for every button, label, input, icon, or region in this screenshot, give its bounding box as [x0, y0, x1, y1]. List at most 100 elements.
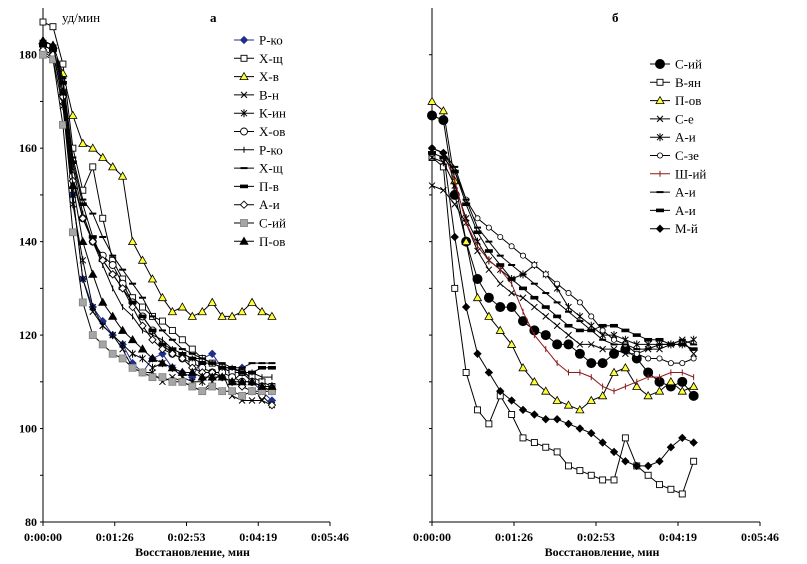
series-line — [431, 147, 694, 350]
data-point — [257, 381, 267, 390]
y-tick-label: 80 — [25, 515, 37, 529]
chart-panel-b: 0:00:00 0:01:26 0:02:53 0:04:19 0:05:46 Восст… — [413, 8, 779, 559]
data-point — [565, 331, 572, 339]
series-line — [42, 44, 273, 392]
data-point — [485, 224, 492, 231]
legend-label: С-ий — [675, 57, 702, 72]
data-point — [428, 151, 436, 155]
x-tick-label: 0:00:00 — [24, 530, 62, 544]
legend-marker — [655, 224, 665, 233]
legend-marker — [239, 236, 249, 245]
data-point — [129, 349, 136, 358]
data-point — [89, 303, 97, 312]
data-point — [598, 438, 607, 447]
data-point — [217, 372, 227, 381]
data-point — [148, 335, 157, 345]
data-point — [677, 376, 688, 387]
series-line — [42, 44, 273, 406]
data-point — [552, 415, 562, 424]
data-point — [207, 297, 217, 306]
data-point — [610, 323, 619, 328]
data-point — [530, 439, 538, 447]
data-point — [531, 261, 538, 268]
data-point — [267, 400, 277, 410]
data-point — [248, 397, 256, 404]
legend-item: В-н — [234, 87, 279, 102]
x-tick-label: 0:04:19 — [659, 530, 697, 544]
series-line — [42, 40, 272, 387]
data-point — [217, 311, 227, 320]
data-point — [678, 490, 686, 498]
x-tick-label: 0:05:46 — [741, 530, 779, 544]
series-line — [42, 49, 273, 401]
data-point — [690, 350, 697, 358]
data-point — [576, 312, 584, 321]
data-point — [178, 377, 187, 386]
data-point — [587, 471, 595, 479]
data-point — [621, 328, 630, 333]
series-8 — [428, 147, 698, 351]
data-point — [553, 322, 561, 330]
data-point — [588, 313, 595, 320]
data-point — [564, 419, 573, 429]
data-point — [228, 366, 237, 370]
data-point — [679, 360, 686, 367]
data-point — [118, 354, 127, 363]
data-point — [428, 182, 436, 189]
data-point — [58, 87, 68, 96]
series-9 — [39, 43, 276, 375]
data-point — [237, 377, 247, 386]
data-point — [506, 302, 517, 313]
data-point — [208, 361, 217, 365]
data-point — [218, 366, 227, 370]
legend-item: Ш-ий — [650, 166, 706, 181]
data-point — [237, 306, 247, 316]
data-point — [542, 313, 550, 320]
data-point — [484, 311, 494, 320]
data-point — [450, 169, 459, 174]
series-11 — [39, 50, 276, 400]
data-point — [678, 342, 687, 347]
series-10 — [427, 144, 698, 471]
data-point — [148, 373, 157, 382]
legend-item: Х-в — [234, 69, 279, 84]
series-2 — [428, 154, 698, 498]
legend-marker — [239, 200, 249, 209]
data-point — [483, 292, 494, 303]
data-point — [68, 110, 78, 119]
y-tick-label: 160 — [19, 141, 37, 155]
data-point — [48, 48, 57, 52]
data-point — [587, 429, 596, 438]
data-point — [88, 143, 98, 152]
data-point — [427, 96, 437, 105]
data-point — [99, 214, 107, 222]
data-point — [472, 274, 483, 285]
data-point — [497, 233, 504, 240]
data-point — [248, 387, 256, 396]
data-point — [118, 284, 127, 293]
data-point — [48, 40, 58, 49]
data-point — [597, 358, 608, 369]
data-point — [137, 255, 148, 264]
legend-marker — [656, 208, 664, 213]
legend-label: А-и — [259, 197, 280, 212]
data-point — [518, 405, 528, 415]
data-point — [520, 252, 527, 259]
data-point — [39, 43, 47, 48]
series-10 — [38, 45, 277, 410]
data-point — [149, 363, 156, 372]
data-point — [108, 261, 117, 269]
data-point — [137, 344, 148, 353]
data-point — [554, 280, 561, 287]
data-point — [109, 331, 117, 340]
data-point — [98, 340, 107, 349]
data-point — [257, 366, 266, 370]
data-point — [599, 476, 607, 484]
x-tick-label: 0:01:26 — [96, 530, 134, 544]
data-point — [575, 424, 585, 433]
data-point — [139, 303, 146, 311]
legend-item: С-ий — [650, 57, 702, 72]
data-point — [117, 325, 128, 334]
data-point — [98, 256, 107, 265]
